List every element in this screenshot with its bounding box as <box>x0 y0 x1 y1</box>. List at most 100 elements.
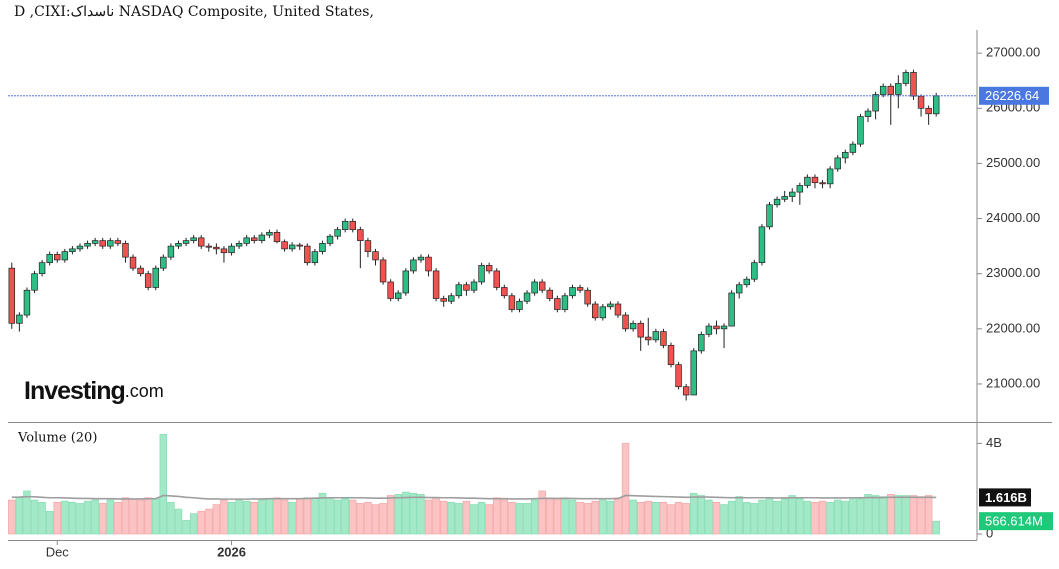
volume-bar <box>583 503 592 535</box>
candle-body <box>394 292 402 299</box>
volume-bar <box>599 499 607 535</box>
volume-bar <box>523 503 531 535</box>
volume-bar <box>917 496 925 535</box>
last-price-box <box>979 86 1049 105</box>
candle-body <box>448 295 455 302</box>
candle-body <box>592 303 599 319</box>
volume-bar <box>212 504 221 535</box>
candle-body <box>357 229 364 241</box>
candle-body <box>410 259 417 272</box>
candle-body <box>432 270 440 299</box>
candle-body <box>508 295 516 310</box>
candle-body <box>31 273 38 291</box>
candle-body <box>622 314 629 330</box>
volume-bar <box>68 501 77 535</box>
volume-bar <box>909 495 918 535</box>
candle-body <box>743 278 751 286</box>
candle-body <box>99 240 106 247</box>
volume-bar <box>500 499 509 535</box>
candle-body <box>773 198 781 206</box>
volume-bar <box>364 501 372 535</box>
candle-body <box>107 240 114 247</box>
candle-body <box>319 243 326 252</box>
candle-body <box>61 251 69 261</box>
volume-bar <box>826 501 834 535</box>
candle-body <box>144 273 152 288</box>
candle-body <box>266 231 273 236</box>
volume-bar <box>887 494 895 535</box>
volume-bar <box>614 497 622 535</box>
volume-last-label: 566.614M <box>985 514 1043 529</box>
candle-body <box>538 281 546 291</box>
candle-body <box>667 345 675 366</box>
volume-bar <box>8 499 16 535</box>
volume-bar <box>121 497 130 535</box>
candle-body <box>478 265 485 283</box>
volume-bar <box>705 499 713 535</box>
volume-bar <box>159 434 168 535</box>
volume-bar <box>470 504 478 535</box>
volume-bar <box>864 494 872 535</box>
chart-title: D ,CIXI:ناسداک NASDAQ Composite, United … <box>14 4 374 20</box>
volume-bar <box>750 503 759 535</box>
volume-bar <box>296 498 304 535</box>
volume-bar <box>833 499 842 535</box>
candle-body <box>735 284 743 294</box>
volume-ma-label: 1.616B <box>985 490 1027 505</box>
volume-bar <box>894 495 903 535</box>
candle-body <box>917 95 925 109</box>
candle-body <box>728 292 735 327</box>
volume-bar <box>796 498 804 535</box>
v-tick-label: 4B <box>986 435 1002 450</box>
candle-body <box>895 83 902 95</box>
volume-bar <box>447 501 455 535</box>
candle-body <box>720 325 728 330</box>
candle-body <box>281 241 288 250</box>
candle-body <box>273 231 281 243</box>
candle-body <box>8 267 16 324</box>
volume-bar <box>667 504 675 535</box>
candle-body <box>220 248 228 254</box>
volume-bar <box>341 498 349 535</box>
candle-body <box>23 289 31 316</box>
candle-body <box>781 196 788 200</box>
candle-body <box>819 182 826 185</box>
candle-body <box>531 281 538 294</box>
candle-body <box>758 226 766 264</box>
candle-body <box>425 256 432 272</box>
volume-bar <box>152 498 160 535</box>
candle-body <box>629 322 637 330</box>
candle-body <box>54 254 61 261</box>
volume-bar <box>439 500 448 535</box>
candle-body <box>137 267 144 275</box>
candle-body <box>440 298 447 302</box>
candle-body <box>910 72 917 97</box>
volume-bar <box>333 499 342 535</box>
candle-body <box>849 143 857 153</box>
volume-bar <box>99 503 107 535</box>
volume-bar <box>856 498 865 535</box>
candle-body <box>501 287 508 297</box>
volume-bar <box>871 495 880 535</box>
candle-body <box>69 248 76 252</box>
candle-body <box>690 350 697 396</box>
candle-body <box>932 95 940 115</box>
volume-bar <box>697 495 706 535</box>
candle-body <box>251 237 258 241</box>
candle-body <box>341 220 349 230</box>
candle-body <box>554 298 561 310</box>
candle-body <box>205 245 213 248</box>
candle-body <box>493 270 500 288</box>
candle-body <box>766 204 773 228</box>
volume-bar <box>788 495 796 535</box>
candle-body <box>228 245 235 254</box>
volume-bar <box>773 500 781 535</box>
candle-body <box>842 152 849 159</box>
candle-body <box>258 234 266 241</box>
volume-bar <box>720 504 728 535</box>
volume-bar <box>780 498 789 535</box>
volume-bar <box>924 495 933 535</box>
candle-body <box>463 284 470 291</box>
volume-bar <box>220 499 228 535</box>
candle-body <box>379 259 387 283</box>
